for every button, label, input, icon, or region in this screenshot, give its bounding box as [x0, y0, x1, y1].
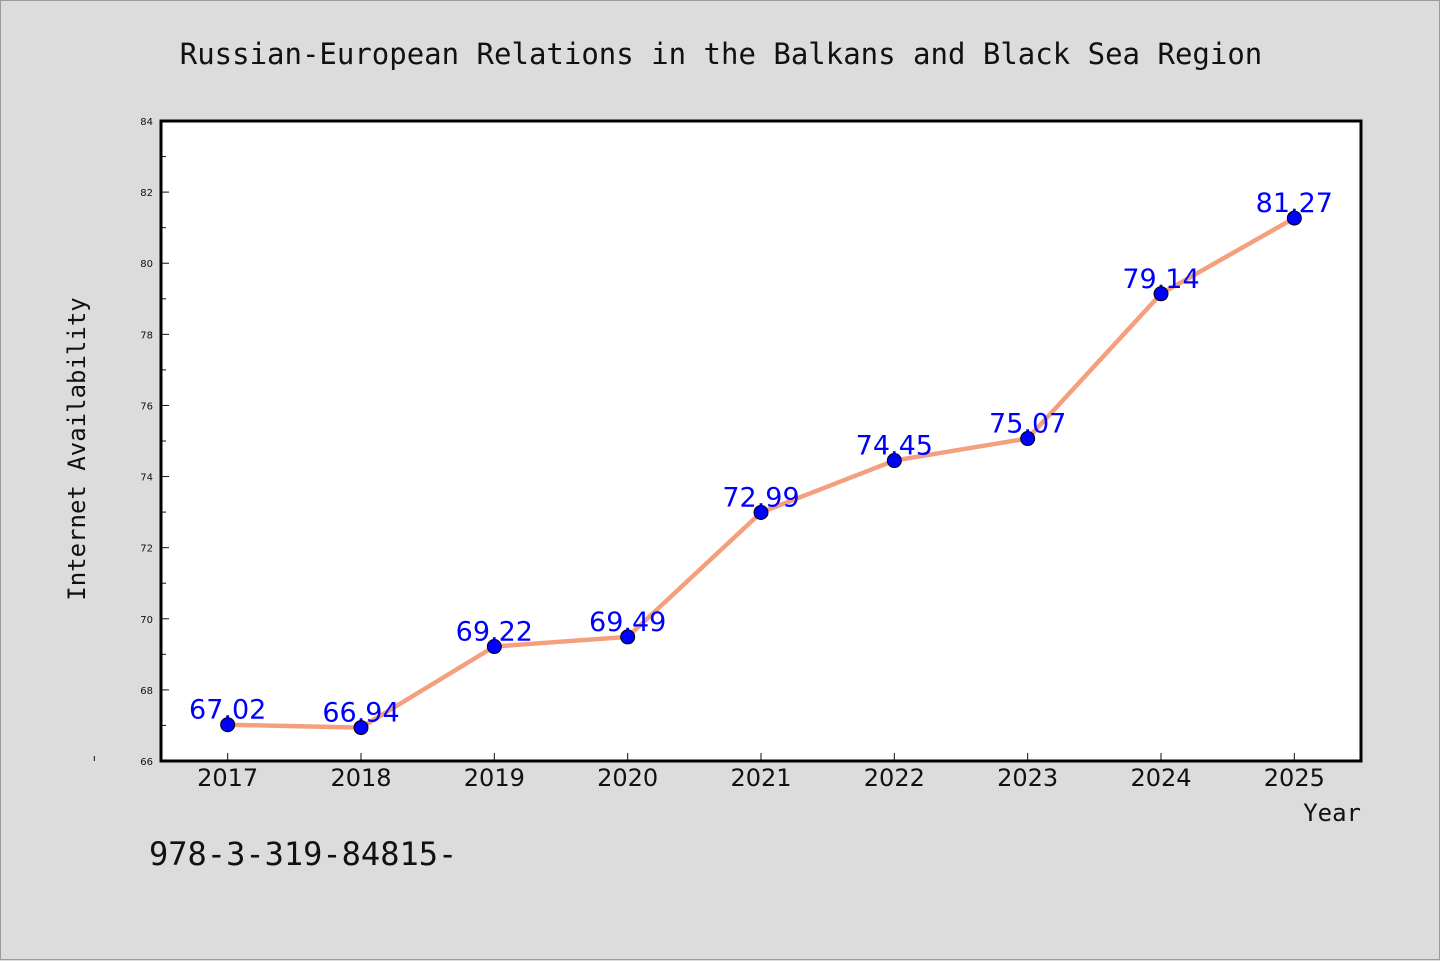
y-axis-label: Internet Availability: [63, 297, 91, 600]
x-tick-label: 2018: [330, 764, 391, 792]
plot-area: [161, 121, 1361, 761]
y-tick-label: 70: [140, 615, 153, 626]
y-tick-label: 74: [140, 473, 153, 484]
data-point: [886, 453, 902, 469]
x-tick-label: 2017: [197, 764, 258, 792]
y-tick-label: 68: [140, 686, 153, 697]
data-point: [220, 717, 236, 733]
chart-title: Russian-European Relations in the Balkan…: [180, 37, 1263, 71]
data-point: [753, 504, 769, 520]
data-point: [620, 629, 636, 645]
plot-border: [159, 119, 1363, 763]
x-tick-label: 2020: [597, 764, 658, 792]
data-point: [353, 720, 369, 736]
y-tick-label: 84: [140, 117, 153, 128]
x-tick-label: 2022: [864, 764, 925, 792]
x-axis-label: Year: [1303, 799, 1361, 827]
y-tick-label: 66: [140, 757, 153, 768]
x-tick-label: 2024: [1130, 764, 1191, 792]
x-tick-label: 2025: [1264, 764, 1325, 792]
y-tick-label: 80: [140, 259, 153, 270]
x-tick-label: 2021: [730, 764, 791, 792]
y-tick-label: 78: [140, 330, 153, 341]
y-tick-label: 76: [140, 401, 153, 412]
x-tick-label: 2019: [464, 764, 525, 792]
footer-text: 978-3-319-84815-: [149, 835, 457, 873]
y-tick-label: 82: [140, 188, 153, 199]
data-point: [1020, 431, 1036, 447]
y-tick-label: 72: [140, 544, 153, 555]
data-point: [1153, 286, 1169, 302]
data-point: [486, 639, 502, 655]
data-point: [1286, 210, 1302, 226]
x-tick-label: 2023: [997, 764, 1058, 792]
